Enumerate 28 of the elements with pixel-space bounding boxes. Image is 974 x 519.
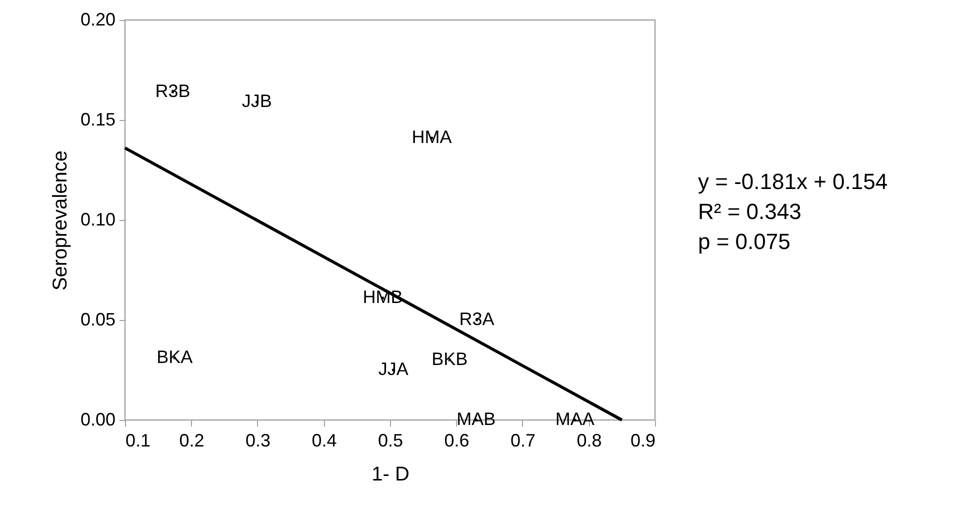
series-label: BKA [156,347,193,367]
x-tick-label: 0.3 [245,430,271,450]
x-tick-label: 0.8 [576,430,602,450]
series-label: MAB [456,409,496,429]
series-label: R3B [155,81,190,101]
x-tick-label: 0.4 [312,430,337,450]
y-axis-title: Seroprevalence [49,150,72,291]
text: R² = 0.343 [698,199,802,224]
x-tick-label: 0.2 [179,430,204,450]
series-label: MAA [555,409,594,429]
series-label: JJB [242,91,272,111]
series-label: JJA [378,359,408,379]
text: y = -0.181x + 0.154 [698,169,888,194]
y-tick-label: 0.15 [80,110,116,130]
y-tick-label: 0.00 [80,410,116,430]
x-tick-label: 0.5 [378,430,404,450]
text: p = 0.075 [698,229,790,254]
series-label: HMA [412,127,452,147]
x-tick-label: 0.9 [630,430,656,450]
y-tick-label: 0.10 [80,210,116,230]
x-tick-label: 0.6 [444,430,470,450]
series-label: BKB [432,349,468,369]
x-tick-label: 0.7 [510,430,536,450]
x-tick-label: 0.1 [126,430,151,450]
series-label: R3A [459,309,494,329]
y-tick-label: 0.20 [80,10,116,30]
x-axis-title: 1- D [372,464,410,486]
y-tick-label: 0.05 [80,310,116,330]
